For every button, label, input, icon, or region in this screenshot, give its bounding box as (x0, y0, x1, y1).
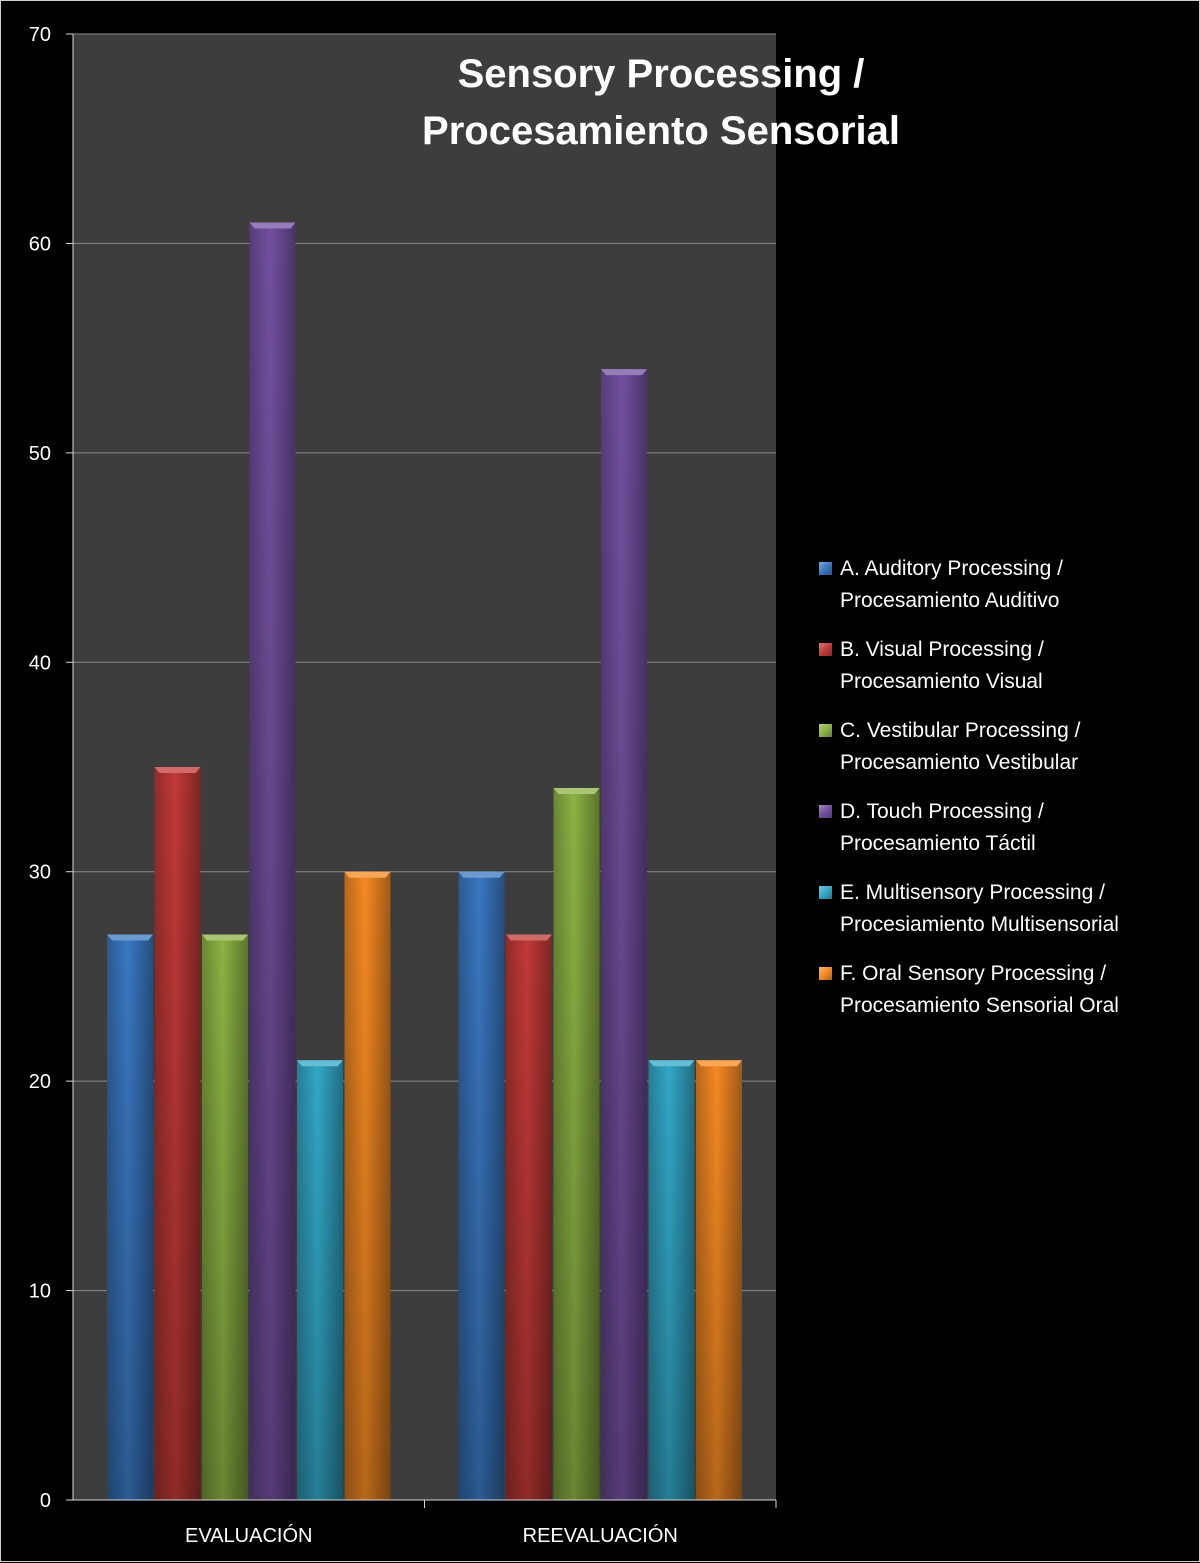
bar-shading (506, 934, 552, 1500)
legend-label: A. Auditory Processing / Procesamiento Au… (840, 553, 1063, 617)
y-tick-label: 30 (29, 862, 51, 884)
bar-shading (648, 1060, 695, 1500)
bar-shading (249, 222, 296, 1500)
bar-bevel (107, 934, 153, 941)
bar-bevel (648, 1060, 695, 1067)
legend-label: B. Visual Processing / Procesamiento Visu… (840, 634, 1044, 698)
y-tick-label: 40 (29, 652, 51, 674)
legend-item: C. Vestibular Processing / Procesamiento … (819, 715, 1194, 779)
bar-shading (553, 787, 600, 1500)
legend-item: D. Touch Processing / Procesamiento Tácti… (819, 796, 1194, 860)
chart-title-line-2: Procesamiento Sensorial (422, 109, 900, 153)
bar-bevel (458, 871, 505, 878)
chart-title-line-1: Sensory Processing / (458, 52, 865, 96)
bar-bevel (344, 871, 391, 878)
y-tick-label: 20 (29, 1071, 51, 1093)
y-tick-label: 0 (40, 1490, 51, 1512)
legend-label: F. Oral Sensory Processing / Procesamient… (840, 958, 1119, 1022)
legend-item: E. Multisensory Processing / Procesiamien… (819, 877, 1194, 941)
bar-bevel (553, 787, 600, 794)
legend-label-line: A. Auditory Processing / (840, 557, 1063, 580)
legend-item: A. Auditory Processing / Procesamiento Au… (819, 553, 1194, 617)
bar-bevel (154, 767, 201, 773)
legend-swatch (819, 562, 832, 575)
legend-label: C. Vestibular Processing / Procesamiento … (840, 715, 1080, 779)
bar-bevel (297, 1060, 343, 1067)
y-tick-label: 10 (29, 1281, 51, 1303)
legend-label-line: E. Multisensory Processing / (840, 881, 1105, 904)
y-tick-label: 70 (29, 24, 51, 46)
legend-swatch (819, 886, 832, 899)
x-category-label: REEVALUACIÓN (523, 1524, 678, 1547)
bar-bevel (506, 934, 552, 941)
bar-shading (154, 767, 201, 1500)
legend-label-line: Procesamiento Sensorial Oral (840, 994, 1119, 1017)
x-category-label: EVALUACIÓN (185, 1524, 312, 1547)
legend-item: B. Visual Processing / Procesamiento Visu… (819, 634, 1194, 698)
legend: A. Auditory Processing / Procesamiento Au… (819, 553, 1194, 1039)
legend-swatch (819, 967, 832, 980)
bar-shading (344, 871, 391, 1500)
bar-bevel (696, 1060, 742, 1067)
legend-swatch (819, 805, 832, 818)
legend-item: F. Oral Sensory Processing / Procesamient… (819, 958, 1194, 1022)
legend-label-line: Procesamiento Auditivo (840, 589, 1060, 612)
bar-shading (601, 369, 647, 1501)
legend-label-line: C. Vestibular Processing / (840, 719, 1081, 742)
bar-shading (696, 1060, 742, 1500)
bar-bevel (202, 934, 248, 941)
legend-label-line: F. Oral Sensory Processing / (840, 962, 1107, 985)
bar-bevel (249, 222, 296, 229)
legend-label-line: Procesamiento Visual (840, 670, 1043, 693)
legend-swatch (819, 724, 832, 737)
legend-swatch (819, 643, 832, 656)
bar-shading (297, 1060, 343, 1500)
legend-label-line: Procesiamiento Multisensorial (840, 913, 1119, 936)
legend-label-line: D. Touch Processing / (840, 800, 1044, 823)
bars (107, 222, 742, 1501)
legend-label-line: B. Visual Processing / (840, 638, 1044, 661)
legend-label: D. Touch Processing / Procesamiento Tácti… (840, 796, 1044, 860)
legend-label-line: Procesamiento Vestibular (840, 751, 1079, 774)
bar-bevel (601, 369, 647, 376)
axes: 0 10 20 30 40 50 60 70 EVALUACIÓN REEVALUACIÓN (29, 24, 777, 1547)
bar-shading (202, 934, 248, 1500)
y-tick-label: 50 (29, 443, 51, 465)
legend-label-line: Procesamiento Táctil (840, 832, 1036, 855)
legend-label: E. Multisensory Processing / Procesiamien… (840, 877, 1119, 941)
y-tick-label: 60 (29, 233, 51, 255)
bar-shading (458, 871, 505, 1500)
bar-shading (107, 934, 153, 1500)
